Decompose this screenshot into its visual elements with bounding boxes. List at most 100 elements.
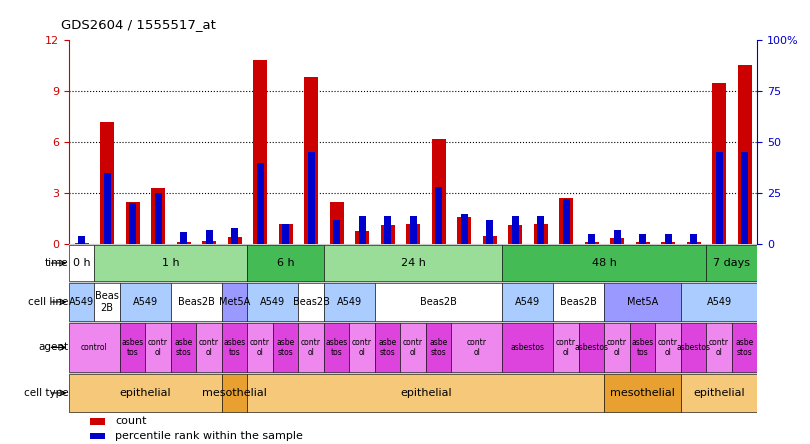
Bar — [661, 242, 675, 244]
Text: asbes
tos: asbes tos — [224, 338, 245, 357]
Bar — [432, 139, 446, 244]
Text: A549: A549 — [260, 297, 285, 307]
Text: A549: A549 — [133, 297, 158, 307]
Text: contr
ol: contr ol — [403, 338, 423, 357]
Text: agent: agent — [38, 342, 68, 353]
Bar — [69, 283, 94, 321]
Text: control: control — [81, 343, 108, 352]
Bar — [120, 283, 171, 321]
Text: contr
ol: contr ol — [709, 338, 729, 357]
Bar — [247, 374, 604, 412]
Bar — [604, 374, 681, 412]
Bar — [690, 234, 697, 244]
Bar — [613, 230, 620, 244]
Text: contr
ol: contr ol — [301, 338, 321, 357]
Bar — [324, 283, 375, 321]
Text: count: count — [115, 416, 147, 426]
Bar — [171, 323, 196, 372]
Bar — [90, 432, 104, 440]
Text: contr
ol: contr ol — [148, 338, 168, 357]
Bar — [94, 283, 120, 321]
Text: asbe
stos: asbe stos — [174, 338, 193, 357]
Bar — [279, 224, 292, 244]
Text: cell line: cell line — [28, 297, 68, 307]
Bar — [630, 323, 655, 372]
Bar — [655, 323, 681, 372]
Text: 1 h: 1 h — [162, 258, 180, 268]
Bar — [94, 245, 247, 281]
Bar — [706, 323, 732, 372]
Bar — [706, 245, 757, 281]
Text: contr
ol: contr ol — [199, 338, 219, 357]
Bar — [732, 323, 757, 372]
Bar — [228, 238, 241, 244]
Bar — [384, 216, 391, 244]
Bar — [196, 323, 222, 372]
Bar — [282, 224, 289, 244]
Text: epithelial: epithelial — [693, 388, 745, 398]
Bar — [257, 163, 264, 244]
Bar — [180, 232, 187, 244]
Text: contr
ol: contr ol — [556, 338, 576, 357]
Text: asbe
stos: asbe stos — [735, 338, 754, 357]
Text: cell type: cell type — [23, 388, 68, 398]
Bar — [426, 323, 451, 372]
Bar — [553, 283, 604, 321]
Text: Beas2B: Beas2B — [561, 297, 597, 307]
Bar — [400, 323, 426, 372]
Bar — [461, 214, 467, 244]
Bar — [247, 245, 324, 281]
Bar — [610, 238, 625, 244]
Bar — [177, 242, 190, 244]
Text: A549: A549 — [337, 297, 362, 307]
Text: 6 h: 6 h — [277, 258, 294, 268]
Text: 48 h: 48 h — [592, 258, 616, 268]
Bar — [604, 323, 630, 372]
Text: asbe
stos: asbe stos — [276, 338, 295, 357]
Text: asbestos: asbestos — [676, 343, 710, 352]
Bar — [126, 202, 139, 244]
Text: contr
ol: contr ol — [467, 338, 487, 357]
Text: A549: A549 — [515, 297, 540, 307]
Bar — [381, 226, 394, 244]
Text: 24 h: 24 h — [401, 258, 425, 268]
Text: asbe
stos: asbe stos — [378, 338, 397, 357]
Bar — [457, 217, 471, 244]
Bar — [145, 323, 171, 372]
Text: A549: A549 — [69, 297, 94, 307]
Bar — [712, 83, 726, 244]
Bar — [502, 283, 553, 321]
Bar — [129, 203, 136, 244]
Bar — [222, 374, 247, 412]
Bar — [483, 236, 497, 244]
Text: Beas2B: Beas2B — [420, 297, 457, 307]
Bar — [741, 152, 748, 244]
Bar — [562, 199, 569, 244]
Bar — [308, 152, 314, 244]
Bar — [69, 245, 94, 281]
Bar — [355, 231, 369, 244]
Bar — [253, 60, 267, 244]
Bar — [90, 418, 104, 425]
Bar — [324, 323, 349, 372]
Bar — [273, 323, 298, 372]
Bar — [537, 216, 544, 244]
Bar — [298, 323, 324, 372]
Bar — [69, 323, 120, 372]
Text: Beas2B: Beas2B — [178, 297, 215, 307]
Bar — [75, 243, 88, 244]
Text: asbe
stos: asbe stos — [429, 338, 448, 357]
Bar — [202, 241, 216, 244]
Bar — [304, 77, 318, 244]
Bar — [502, 245, 706, 281]
Text: Met5A: Met5A — [219, 297, 250, 307]
Bar — [171, 283, 222, 321]
Bar — [298, 283, 324, 321]
Text: contr
ol: contr ol — [250, 338, 270, 357]
Bar — [120, 323, 145, 372]
Bar — [451, 323, 502, 372]
Bar — [664, 234, 671, 244]
Bar — [406, 224, 420, 244]
Bar — [512, 216, 518, 244]
Bar — [333, 220, 340, 244]
